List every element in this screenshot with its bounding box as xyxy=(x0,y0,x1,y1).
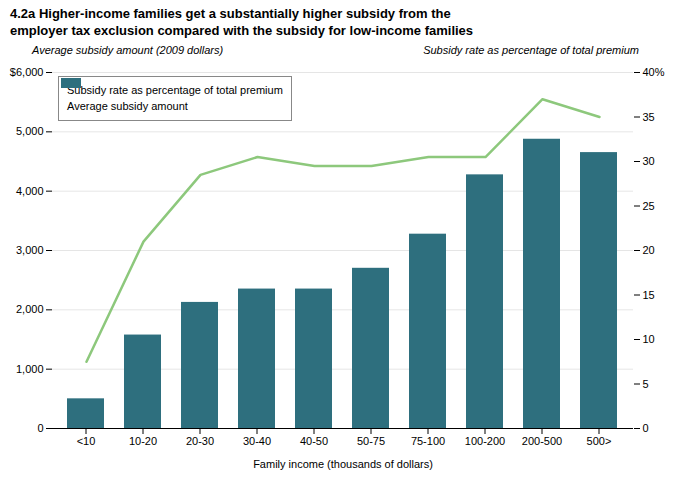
svg-text:3,000: 3,000 xyxy=(16,244,44,256)
svg-text:40%: 40% xyxy=(643,66,665,78)
html-text:Subsidy rate as percentage of: Subsidy rate as percentage of total prem… xyxy=(67,83,283,96)
svg-text:0: 0 xyxy=(643,422,649,434)
svg-text:5: 5 xyxy=(643,377,649,389)
svg-text:25: 25 xyxy=(643,199,655,211)
svg-text:5,000: 5,000 xyxy=(16,125,44,137)
svg-text:75-100: 75-100 xyxy=(411,435,445,447)
svg-text:20-30: 20-30 xyxy=(186,435,214,447)
svg-text:<10: <10 xyxy=(77,435,96,447)
svg-text:30-40: 30-40 xyxy=(243,435,271,447)
svg-text:0: 0 xyxy=(37,422,43,434)
svg-text:100-200: 100-200 xyxy=(465,435,505,447)
svg-text:30: 30 xyxy=(643,155,655,167)
svg-text:10: 10 xyxy=(643,333,655,345)
svg-text:50-75: 50-75 xyxy=(357,435,385,447)
svg-text:$6,000: $6,000 xyxy=(10,66,44,78)
svg-text:4,000: 4,000 xyxy=(16,184,44,196)
svg-text:2,000: 2,000 xyxy=(16,303,44,315)
svg-text:500>: 500> xyxy=(587,435,612,447)
svg-text:40-50: 40-50 xyxy=(300,435,328,447)
svg-text:15: 15 xyxy=(643,288,655,300)
svg-text:Family income (thousands of do: Family income (thousands of dollars) xyxy=(253,457,433,469)
svg-text:200-500: 200-500 xyxy=(522,435,562,447)
svg-text:20: 20 xyxy=(643,244,655,256)
html-text:Average subsidy amount (2009 d: Average subsidy amount (2009 dollars) xyxy=(32,43,224,56)
svg-text:35: 35 xyxy=(643,110,655,122)
html-text:Average subsidy amount: Average subsidy amount xyxy=(67,100,188,113)
html-text:4.2a Higher-income families ge: 4.2a Higher-income families get a substa… xyxy=(10,6,474,38)
html-text:Subsidy rate as percentage of: Subsidy rate as percentage of total prem… xyxy=(423,43,639,56)
svg-text:1,000: 1,000 xyxy=(16,362,44,374)
svg-text:10-20: 10-20 xyxy=(129,435,157,447)
